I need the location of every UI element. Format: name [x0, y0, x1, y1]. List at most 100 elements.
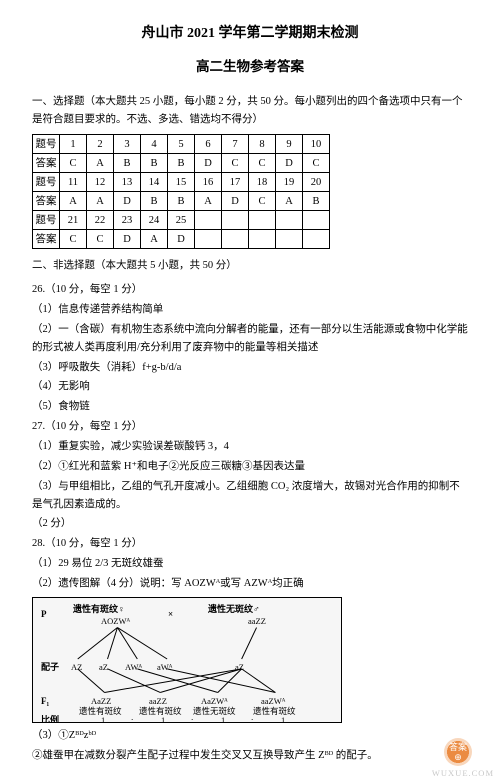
- cell: [276, 230, 303, 249]
- doc-title: 舟山市 2021 学年第二学期期末检测: [32, 22, 468, 46]
- cell: B: [141, 154, 168, 173]
- cell: 17: [222, 173, 249, 192]
- stamp-text-top: 答案: [449, 742, 467, 752]
- diagram-row-ratio: 比例: [41, 713, 59, 723]
- cell: 5: [168, 135, 195, 154]
- q27-item: （2 分）: [32, 515, 468, 533]
- cell: C: [87, 230, 114, 249]
- diagram-ratio: :: [191, 713, 193, 723]
- cell: C: [222, 154, 249, 173]
- cell: A: [276, 192, 303, 211]
- q28-item: （1）29 易位 2/3 无斑纹雄蚕: [32, 555, 468, 573]
- cell: B: [141, 192, 168, 211]
- stamp-text-bottom: ⊕: [454, 752, 462, 762]
- cell: 2: [87, 135, 114, 154]
- doc-subtitle: 高二生物参考答案: [32, 56, 468, 79]
- cell: A: [195, 192, 222, 211]
- cell: B: [168, 154, 195, 173]
- cell: 12: [87, 173, 114, 192]
- q26-item: （5）食物链: [32, 398, 468, 416]
- cell: D: [168, 230, 195, 249]
- cell: 10: [303, 135, 330, 154]
- row-label: 答案: [33, 192, 60, 211]
- answers-table: 题号 1 2 3 4 5 6 7 8 9 10 答案 C A B B B D C…: [32, 134, 330, 249]
- cell: 3: [114, 135, 141, 154]
- cell: B: [114, 154, 141, 173]
- cell: A: [141, 230, 168, 249]
- cell: 20: [303, 173, 330, 192]
- cell: [222, 230, 249, 249]
- row-label: 题号: [33, 173, 60, 192]
- diagram-ratio: 1: [161, 713, 165, 723]
- section1-label: 一、选择题（本大题共 25 小题，每小题 2 分，共 50 分。每小题列出的四个…: [32, 93, 468, 129]
- cell: [249, 211, 276, 230]
- row-label: 答案: [33, 154, 60, 173]
- diagram-parent-left-geno: AOZWᴬ: [101, 614, 130, 628]
- cell: [276, 211, 303, 230]
- cell: B: [303, 192, 330, 211]
- cell: C: [249, 154, 276, 173]
- diagram-ratio: :: [251, 713, 253, 723]
- q27-item: （3）与甲组相比，乙组的气孔开度减小。乙组细胞 CO₂ 浓度增大，故锡对光合作用…: [32, 478, 468, 514]
- cell: 18: [249, 173, 276, 192]
- cell: 21: [60, 211, 87, 230]
- q26-header: 26.（10 分，每空 1 分）: [32, 281, 468, 299]
- cell: [195, 230, 222, 249]
- diagram-gamete: AWᴬ: [125, 660, 142, 674]
- cell: C: [60, 230, 87, 249]
- q27-item: （1）重复实验，减少实验误差碳酸钙 3，4: [32, 438, 468, 456]
- cell: 16: [195, 173, 222, 192]
- cell: D: [195, 154, 222, 173]
- cell: D: [114, 192, 141, 211]
- cell: 24: [141, 211, 168, 230]
- cell: [303, 211, 330, 230]
- cell: C: [249, 192, 276, 211]
- cell: [195, 211, 222, 230]
- diagram-gamete: aZ: [235, 660, 244, 674]
- genetics-diagram: P 遗性有斑纹♀ × 遗性无斑纹♂ AOZWᴬ aaZZ 配子 AZ aZ AW…: [32, 597, 342, 723]
- diagram-parent-right-geno: aaZZ: [248, 614, 266, 628]
- cell: [303, 230, 330, 249]
- cell: 7: [222, 135, 249, 154]
- cell: 22: [87, 211, 114, 230]
- cell: C: [303, 154, 330, 173]
- diagram-ratio: :: [131, 713, 133, 723]
- cell: 9: [276, 135, 303, 154]
- cell: C: [60, 154, 87, 173]
- cell: A: [87, 154, 114, 173]
- cell: D: [114, 230, 141, 249]
- cell: D: [222, 192, 249, 211]
- cell: A: [60, 192, 87, 211]
- diagram-ratio: 1: [221, 713, 225, 723]
- cell: 25: [168, 211, 195, 230]
- q26-item: （3）呼吸散失（消耗）f+g-b/d/a: [32, 359, 468, 377]
- q28-post-item: ②雄蚕甲在减数分裂产生配子过程中发生交叉又互换导致产生 Zᴮᴰ 的配子。: [32, 747, 468, 765]
- row-label: 题号: [33, 135, 60, 154]
- cell: 14: [141, 173, 168, 192]
- q26-item: （4）无影响: [32, 378, 468, 396]
- cell: [249, 230, 276, 249]
- cell: [222, 211, 249, 230]
- diagram-f1-pheno: 遗性有斑纹: [253, 704, 296, 718]
- q26-item: （1）信息传递营养结构简单: [32, 301, 468, 319]
- diagram-gamete: aZ: [99, 660, 108, 674]
- q28-post-item: （3）①Zᴮᴰzᵇᴰ: [32, 727, 468, 745]
- cell: 13: [114, 173, 141, 192]
- cell: 1: [60, 135, 87, 154]
- diagram-ratio: 1: [281, 713, 285, 723]
- cell: 11: [60, 173, 87, 192]
- cell: 15: [168, 173, 195, 192]
- diagram-gamete: AZ: [71, 660, 82, 674]
- section2-label: 二、非选择题（本大题共 5 小题，共 50 分）: [32, 257, 468, 275]
- diagram-row-gamete: 配子: [41, 660, 59, 675]
- cell: 4: [141, 135, 168, 154]
- cell: B: [168, 192, 195, 211]
- cell: 6: [195, 135, 222, 154]
- q27-item: （2）①红光和蓝紫 H⁺和电子②光反应三碳糖③基因表达量: [32, 458, 468, 476]
- cell: 23: [114, 211, 141, 230]
- cell: 19: [276, 173, 303, 192]
- cell: 8: [249, 135, 276, 154]
- row-label: 题号: [33, 211, 60, 230]
- cell: D: [276, 154, 303, 173]
- q26-item: （2）一（含碳）有机物生态系统中流向分解者的能量，还有一部分以生活能源或食物中化…: [32, 321, 468, 357]
